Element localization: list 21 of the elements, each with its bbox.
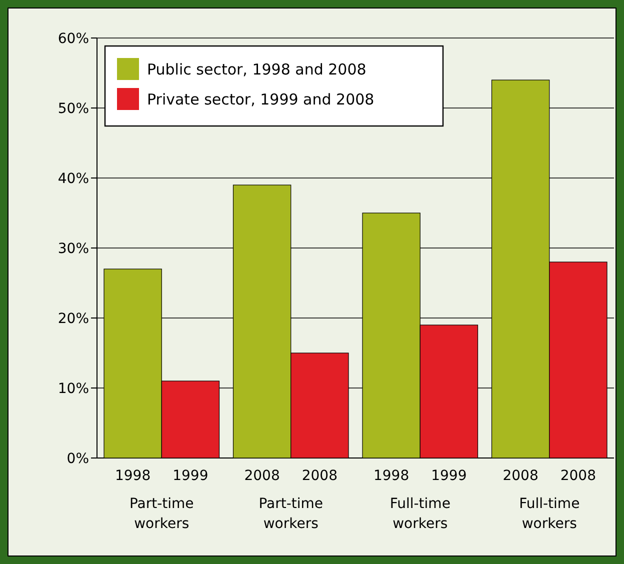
legend-label: Public sector, 1998 and 2008 [147,60,366,78]
y-tick-label: 10% [58,380,89,397]
text: Part-time workers [258,496,324,532]
x-tick-label: 2008 [560,468,596,484]
x-tick-label: 1998 [114,468,151,484]
y-tick-label: 40% [58,170,89,187]
text: Full-time workers [390,496,450,532]
legend-label: Private sector, 1999 and 2008 [147,90,374,108]
x-tick-label: 2008 [244,468,280,484]
x-tick-label: 1999 [431,468,467,484]
x-tick-label: 2008 [502,468,538,484]
x-tick-label: 2008 [302,468,338,484]
text: Part-time workers [129,496,194,532]
x-tick-label: 1998 [373,468,410,484]
y-tick-label: 60% [58,30,89,47]
text: Full-time workers [519,496,580,532]
y-tick-label: 30% [58,240,89,257]
y-tick-label: 20% [58,310,89,327]
y-tick-label: 50% [58,100,89,117]
x-tick-label: 1999 [172,468,208,484]
y-tick-label: 0% [66,450,89,467]
